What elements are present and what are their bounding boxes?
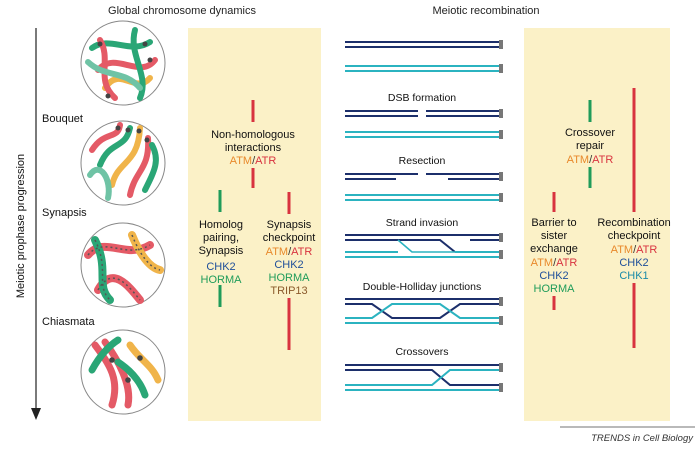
dna-stage-5 (345, 363, 503, 392)
recombination-line2: checkpoint (608, 230, 661, 242)
stage-label-synapsis: Synapsis (42, 207, 87, 219)
crossover-line1: Crossover (565, 127, 615, 139)
nucleus-3 (80, 222, 166, 308)
synapsis-line1: Synapsis (267, 219, 312, 231)
homolog-line2: pairing, (203, 232, 239, 244)
step-crossovers: Crossovers (395, 346, 448, 358)
homolog-chk2: CHK2 (206, 261, 235, 273)
barrier-line1: Barrier to (531, 217, 576, 229)
dna-stage-0 (345, 40, 503, 73)
synapsis-horma: HORMA (269, 272, 311, 284)
stage-label-bouquet: Bouquet (42, 113, 83, 125)
header-right: Meiotic recombination (433, 5, 540, 17)
synapsis-chk2: CHK2 (274, 259, 303, 271)
crossover-line2: repair (576, 140, 604, 152)
barrier-kinases: ATM/ATR (531, 257, 578, 269)
barrier-chk2: CHK2 (539, 270, 568, 282)
step-resection: Resection (399, 155, 446, 167)
nucleus-2 (80, 120, 166, 206)
homolog-line3: Synapsis (199, 245, 244, 257)
stage-label-chiasmata: Chiasmata (42, 316, 95, 328)
axis-label: Meiotic prophase progression (15, 154, 27, 298)
dna-stage-3 (345, 233, 503, 259)
recombination-chk2: CHK2 (619, 257, 648, 269)
nucleus-4 (80, 329, 166, 415)
barrier-line2: sister (541, 230, 568, 242)
right-panel (524, 28, 670, 421)
homolog-line1: Homolog (199, 219, 243, 231)
dna-stage-2 (345, 172, 503, 202)
step-strand-invasion: Strand invasion (386, 217, 459, 229)
step-double-holliday: Double-Holliday junctions (363, 281, 481, 293)
homolog-horma: HORMA (201, 274, 243, 286)
left-panel (188, 28, 321, 421)
synapsis-trip13: TRIP13 (270, 285, 307, 297)
nonhomologous-line1: Non-homologous (211, 129, 295, 141)
dna-stage-1 (345, 109, 503, 139)
barrier-horma: HORMA (534, 283, 576, 295)
credit-text: TRENDS in Cell Biology (591, 433, 694, 444)
recombination-line1: Recombination (597, 217, 670, 229)
nonhomologous-kinases: ATM/ATR (230, 155, 277, 167)
recombination-chk1: CHK1 (619, 270, 648, 282)
recombination-kinases: ATM/ATR (611, 244, 658, 256)
nonhomologous-line2: interactions (225, 142, 282, 154)
synapsis-kinases: ATM/ATR (266, 246, 313, 258)
crossover-kinases: ATM/ATR (567, 154, 614, 166)
dna-stage-4 (345, 297, 503, 325)
step-dsb: DSB formation (388, 92, 456, 104)
progression-arrowhead (31, 408, 41, 420)
nucleus-1 (80, 20, 166, 106)
synapsis-line2: checkpoint (263, 232, 316, 244)
barrier-line3: exchange (530, 243, 578, 255)
header-left: Global chromosome dynamics (108, 5, 256, 17)
